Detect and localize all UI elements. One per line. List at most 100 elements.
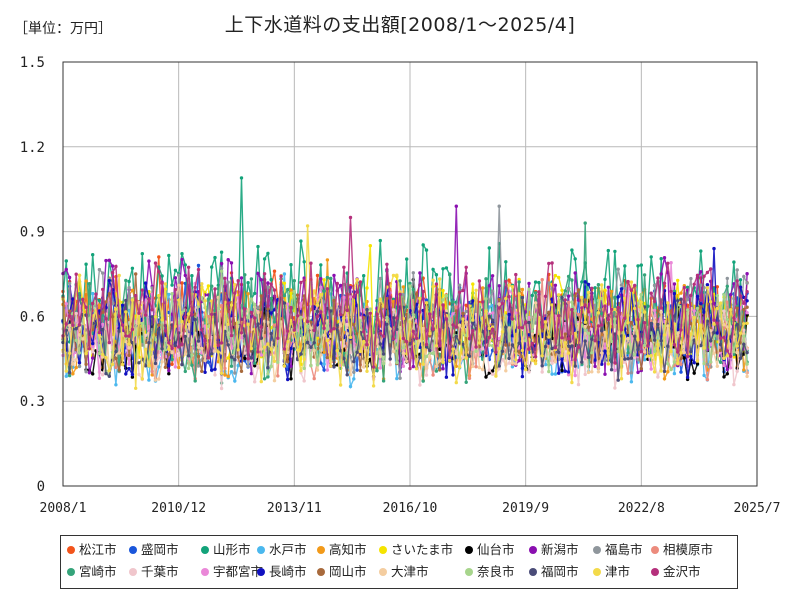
legend-label: 宮崎市 — [79, 564, 117, 579]
data-point — [190, 363, 194, 367]
data-point — [173, 276, 178, 280]
data-point — [424, 248, 429, 252]
data-point — [97, 376, 102, 380]
data-point — [87, 317, 92, 321]
data-point — [649, 291, 653, 295]
data-point — [454, 334, 458, 339]
legend-label: 新潟市 — [541, 542, 579, 557]
y-tick-label: 1.2 — [20, 140, 45, 156]
data-point — [395, 360, 399, 365]
data-point — [338, 383, 343, 387]
data-point — [728, 335, 733, 339]
data-point — [533, 280, 538, 284]
data-point — [292, 289, 296, 294]
data-point — [705, 377, 710, 382]
data-point — [84, 279, 88, 283]
data-point — [127, 362, 131, 366]
data-point — [391, 308, 396, 312]
data-point — [124, 278, 128, 283]
data-point — [444, 293, 449, 298]
data-point — [282, 364, 287, 368]
data-point — [322, 333, 326, 337]
data-point — [71, 372, 75, 376]
data-point — [84, 262, 88, 266]
data-point — [229, 370, 234, 374]
data-point — [315, 333, 320, 337]
data-point — [514, 311, 518, 315]
data-point — [97, 298, 102, 303]
data-point — [342, 265, 346, 269]
data-point — [471, 318, 475, 322]
data-point — [639, 293, 643, 297]
data-point — [451, 347, 455, 351]
data-point — [547, 369, 551, 374]
data-point — [67, 275, 72, 280]
data-point — [487, 326, 491, 331]
data-point — [226, 258, 230, 262]
data-point — [213, 287, 217, 291]
data-point — [266, 372, 270, 376]
x-tick-label: 2016/10 — [383, 501, 438, 516]
data-point — [514, 362, 518, 366]
data-point — [619, 287, 624, 291]
data-point — [590, 286, 594, 290]
data-point — [672, 282, 677, 286]
data-point — [666, 362, 670, 366]
data-point — [140, 288, 144, 292]
data-point — [735, 268, 739, 272]
data-point — [550, 261, 554, 265]
data-point — [249, 310, 254, 315]
data-point — [732, 316, 736, 320]
data-point — [636, 347, 640, 352]
data-point — [335, 348, 339, 353]
data-point — [114, 356, 118, 361]
data-point — [642, 310, 647, 314]
data-point — [517, 325, 521, 330]
data-point — [305, 319, 310, 324]
data-point — [467, 300, 472, 305]
data-point — [345, 322, 349, 327]
data-point — [167, 292, 171, 297]
data-point — [322, 350, 326, 354]
data-point — [338, 349, 343, 353]
data-point — [411, 313, 415, 317]
data-point — [157, 323, 161, 327]
data-point — [67, 281, 72, 286]
data-point — [424, 298, 429, 302]
data-point — [705, 362, 710, 366]
legend-label: 岡山市 — [329, 564, 367, 579]
data-point — [216, 286, 220, 291]
data-point — [471, 282, 475, 286]
data-point — [213, 367, 217, 371]
data-point — [586, 370, 591, 375]
data-point — [127, 342, 131, 346]
data-point — [180, 257, 184, 262]
data-point — [702, 346, 706, 350]
data-point — [253, 316, 257, 320]
data-point — [226, 280, 230, 284]
data-point — [649, 255, 653, 259]
data-point — [623, 264, 627, 268]
data-point — [262, 334, 267, 338]
data-point — [510, 343, 515, 347]
data-point — [408, 284, 412, 288]
data-point — [200, 296, 204, 300]
data-point — [302, 278, 306, 282]
series-line — [62, 271, 748, 377]
data-point — [157, 356, 161, 360]
data-point — [580, 295, 584, 300]
data-point — [203, 358, 207, 363]
data-point — [732, 296, 736, 301]
data-point — [593, 358, 597, 362]
data-point — [573, 358, 577, 362]
data-point — [659, 310, 663, 314]
data-point — [553, 346, 558, 350]
data-point — [712, 246, 716, 251]
data-point — [566, 300, 571, 305]
data-point — [391, 316, 396, 320]
data-point — [87, 282, 92, 286]
data-point — [441, 298, 445, 302]
data-point — [124, 310, 128, 314]
data-point — [381, 334, 386, 338]
data-point — [583, 355, 587, 359]
